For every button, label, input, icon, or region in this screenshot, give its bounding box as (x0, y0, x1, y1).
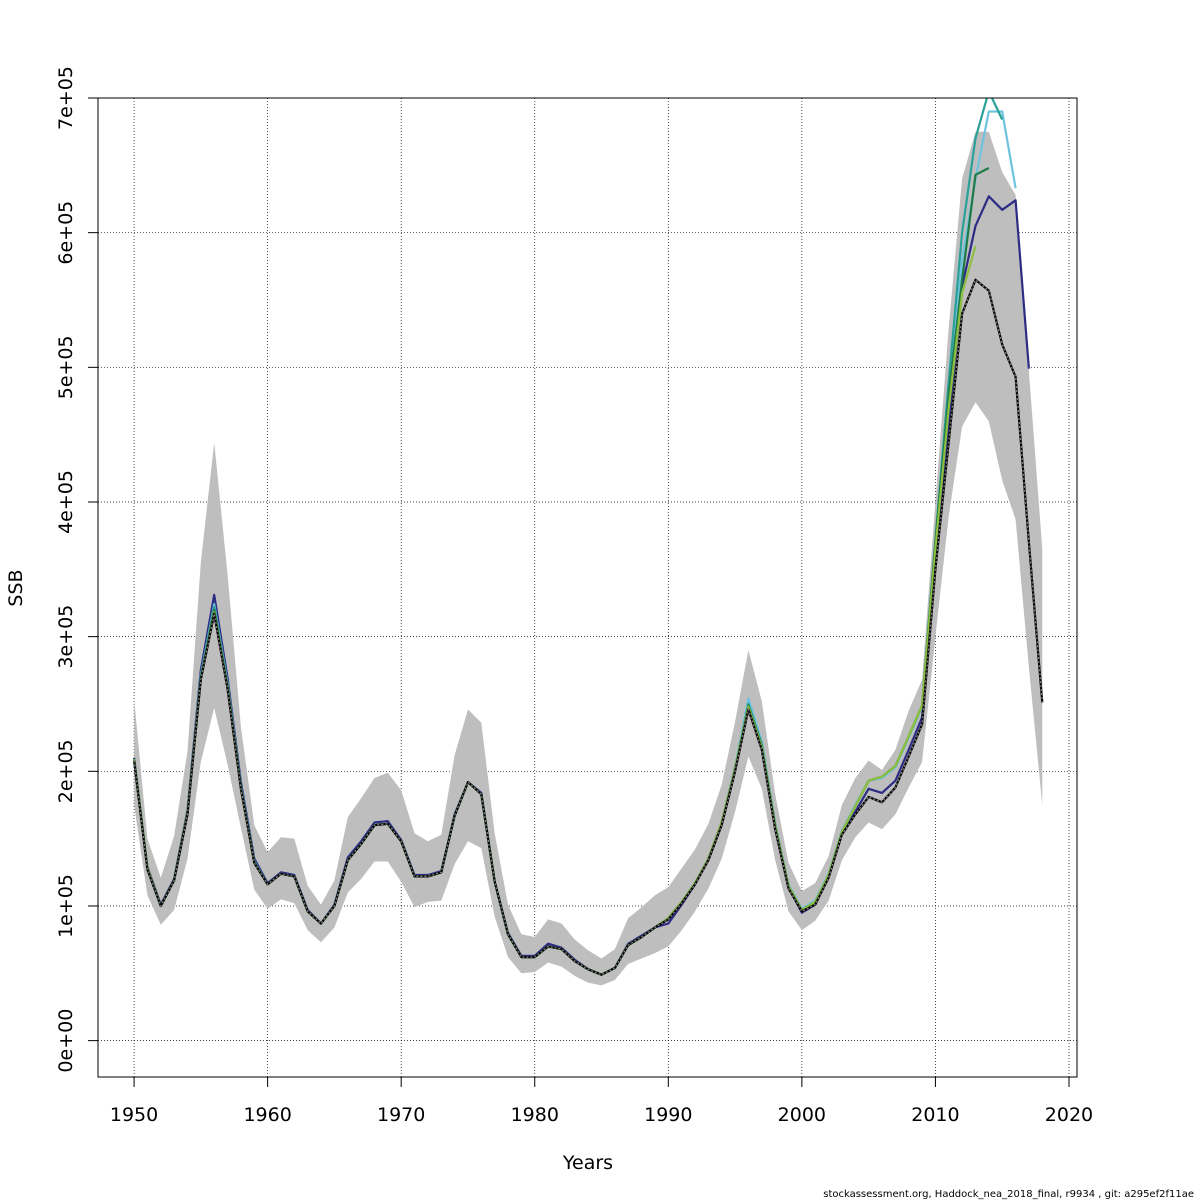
y-tick-label: 4e+05 (55, 470, 77, 534)
x-tick-label: 2000 (778, 1104, 826, 1126)
y-tick-label: 2e+05 (55, 739, 77, 803)
y-tick-label: 1e+05 (55, 874, 77, 938)
x-axis: 1950 1960 1970 1980 1990 2000 2010 2020 (110, 1076, 1093, 1126)
y-tick-label: 7e+05 (55, 66, 77, 130)
x-tick-label: 1980 (511, 1104, 559, 1126)
confidence-band-layer (134, 131, 1043, 986)
x-tick-label: 1970 (377, 1104, 425, 1126)
x-tick-label: 1950 (110, 1104, 158, 1126)
x-axis-title: Years (562, 1152, 613, 1174)
y-axis: 0e+00 1e+05 2e+05 3e+05 4e+05 5e+05 6e+05 7e+05 (55, 66, 99, 1073)
confidence-band (134, 131, 1043, 986)
series-layer (133, 98, 1044, 976)
footer-credit: stockassessment.org, Haddock_nea_2018_fi… (823, 1189, 1194, 1200)
y-tick-label: 6e+05 (55, 201, 77, 265)
x-tick-label: 2010 (911, 1104, 959, 1126)
x-tick-label: 1990 (644, 1104, 692, 1126)
y-tick-label: 5e+05 (55, 335, 77, 399)
x-tick-label: 2020 (1045, 1104, 1093, 1126)
x-tick-label: 1960 (243, 1104, 291, 1126)
series-line-2 (133, 110, 1017, 976)
y-tick-label: 0e+00 (55, 1009, 77, 1073)
series-line-6-dashed (133, 278, 1043, 976)
series-line-3 (133, 98, 1004, 976)
y-axis-title: SSB (5, 569, 27, 606)
y-tick-label: 3e+05 (55, 605, 77, 669)
